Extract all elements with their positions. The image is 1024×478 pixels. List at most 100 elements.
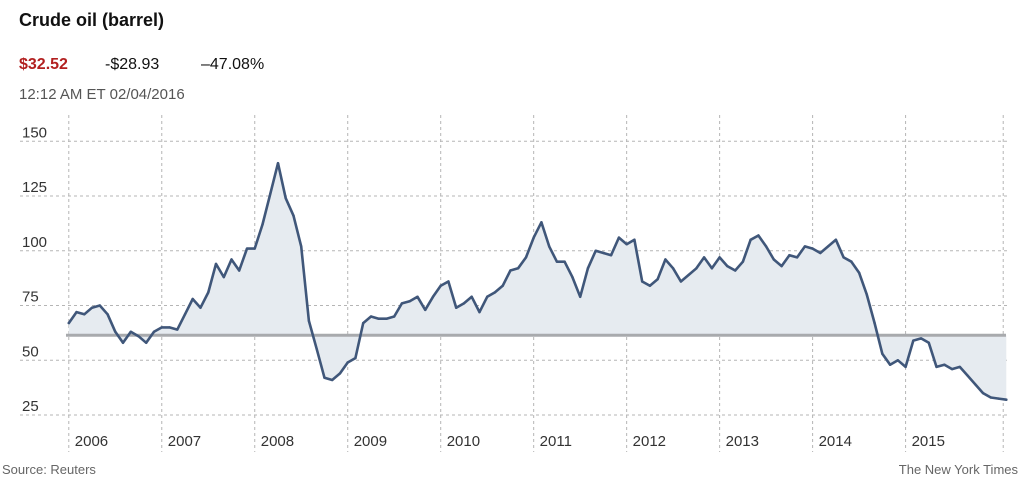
data-point xyxy=(788,254,791,257)
data-point xyxy=(377,317,380,320)
data-point xyxy=(795,256,799,259)
data-point xyxy=(106,313,109,316)
data-point xyxy=(826,245,830,248)
data-point xyxy=(493,291,497,294)
x-tick-label: 2014 xyxy=(819,433,852,450)
data-point xyxy=(548,245,551,248)
data-point xyxy=(695,267,698,270)
data-point xyxy=(183,313,187,316)
data-point xyxy=(563,260,566,263)
data-point xyxy=(594,249,597,252)
data-point xyxy=(501,284,504,287)
data-point xyxy=(121,341,125,344)
data-point xyxy=(648,284,652,287)
data-point xyxy=(462,302,466,305)
data-point xyxy=(524,256,528,259)
data-point xyxy=(726,264,729,268)
data-point xyxy=(679,280,683,283)
price-quote: $32.52 -$28.93 –47.08% xyxy=(19,56,264,74)
x-tick-label: 2013 xyxy=(726,433,759,450)
data-point xyxy=(276,162,280,165)
data-point xyxy=(129,330,132,333)
data-point xyxy=(687,273,690,277)
data-point xyxy=(98,304,102,307)
data-point xyxy=(214,262,218,266)
data-point xyxy=(516,267,520,270)
data-point xyxy=(245,247,249,250)
data-point xyxy=(253,247,256,250)
data-point xyxy=(455,306,458,309)
price-change-percent: –47.08% xyxy=(201,56,265,73)
data-point xyxy=(927,341,930,344)
data-point xyxy=(671,267,675,270)
data-point xyxy=(385,317,388,320)
data-point xyxy=(431,295,435,298)
data-point xyxy=(207,291,210,294)
data-point xyxy=(323,376,326,379)
data-point xyxy=(710,267,714,270)
data-point xyxy=(641,280,644,283)
data-point xyxy=(842,256,845,259)
data-point xyxy=(617,236,621,239)
data-point xyxy=(741,260,745,263)
data-point xyxy=(997,397,1000,400)
data-point xyxy=(919,337,923,340)
data-point xyxy=(532,236,535,239)
data-point xyxy=(540,221,543,224)
data-point xyxy=(315,348,318,351)
data-point xyxy=(981,391,985,395)
data-point xyxy=(749,238,752,241)
data-point xyxy=(83,313,86,316)
data-point xyxy=(160,326,163,329)
data-point xyxy=(888,363,892,366)
data-point xyxy=(292,214,295,217)
data-point xyxy=(772,258,775,261)
data-point xyxy=(424,308,427,312)
data-point xyxy=(470,295,473,298)
data-point xyxy=(935,365,938,369)
data-point xyxy=(300,245,303,248)
y-tick-label: 50 xyxy=(22,343,39,360)
chart-title: Crude oil (barrel) xyxy=(19,10,165,30)
data-point xyxy=(152,330,156,333)
data-point xyxy=(331,378,334,382)
data-point xyxy=(625,243,628,246)
y-tick-label: 25 xyxy=(22,398,39,415)
data-point xyxy=(912,339,915,342)
data-point xyxy=(137,335,140,338)
data-point xyxy=(974,383,977,386)
data-point xyxy=(176,328,179,331)
data-point xyxy=(230,258,233,261)
data-point xyxy=(439,284,442,287)
x-tick-label: 2015 xyxy=(912,433,945,450)
data-point xyxy=(269,192,272,195)
data-point xyxy=(989,396,992,399)
data-point xyxy=(602,251,605,255)
price-change: -$28.93 xyxy=(105,56,160,73)
data-point xyxy=(702,256,706,259)
data-point xyxy=(966,374,969,377)
data-point xyxy=(865,293,868,296)
x-tick-label: 2011 xyxy=(540,433,572,450)
data-point xyxy=(904,365,907,369)
y-tick-label: 100 xyxy=(22,234,47,251)
x-tick-label: 2007 xyxy=(168,433,201,450)
data-point xyxy=(346,361,349,364)
data-point xyxy=(362,321,365,325)
data-point xyxy=(261,223,264,226)
data-point xyxy=(857,271,861,274)
data-point xyxy=(1005,398,1008,401)
data-point xyxy=(664,258,667,261)
y-tick-label: 125 xyxy=(22,179,47,196)
source-note: Source: Reuters xyxy=(2,462,96,477)
data-point xyxy=(114,330,117,333)
data-point xyxy=(400,302,404,305)
data-point xyxy=(222,275,225,279)
data-point xyxy=(943,363,946,366)
data-point xyxy=(656,278,659,281)
data-point xyxy=(718,256,721,259)
data-point xyxy=(145,341,148,344)
data-point xyxy=(579,295,582,298)
data-point xyxy=(509,269,512,272)
data-point xyxy=(67,321,71,325)
